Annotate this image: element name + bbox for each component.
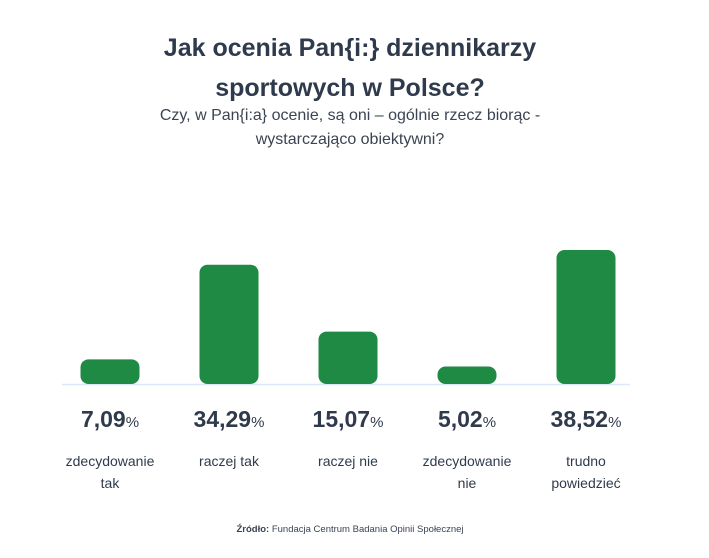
chart-title-line-1: Jak ocenia Pan{i:} dziennikarzy xyxy=(163,34,537,62)
value-label: 38,52% xyxy=(531,406,641,433)
value-unit: % xyxy=(370,414,384,431)
value-unit: % xyxy=(251,414,265,431)
source-label: Źródło: xyxy=(236,524,270,535)
category-label-line: zdecydowanie xyxy=(422,453,512,469)
value-number: 7,09 xyxy=(80,406,126,432)
value-number: 34,29 xyxy=(193,406,252,432)
value-label: 15,07% xyxy=(293,406,403,433)
value-unit: % xyxy=(125,414,140,431)
category-label-line: tak xyxy=(100,475,120,491)
category-label: trudno powiedzieć xyxy=(531,450,641,494)
bar xyxy=(199,264,259,384)
category-label-line: raczej tak xyxy=(199,453,259,469)
value-unit: % xyxy=(608,414,622,431)
category-label-line: zdecydowanie xyxy=(65,453,155,469)
category-label: raczej tak xyxy=(174,450,284,472)
chart-title-line-2: sportowych w Polsce? xyxy=(215,74,485,102)
value-label: 34,29% xyxy=(174,406,284,433)
value-number: 15,07 xyxy=(312,406,371,432)
bar xyxy=(437,366,497,384)
chart-subtitle-line-1: Czy, w Pan{i:a} ocenie, są oni – ogólnie… xyxy=(159,107,541,124)
bar xyxy=(318,331,378,384)
source-note: Źródło: Fundacja Centrum Badania Opinii … xyxy=(0,524,700,535)
category-label-line: trudno xyxy=(566,453,606,469)
bar xyxy=(80,359,140,384)
value-unit: % xyxy=(482,414,497,431)
category-label: zdecydowanie nie xyxy=(412,450,522,494)
source-text: Fundacja Centrum Badania Opinii Społeczn… xyxy=(271,524,464,535)
value-label: 5,02% xyxy=(412,406,522,433)
category-label-line: nie xyxy=(457,475,477,491)
category-label: zdecydowanie tak xyxy=(55,450,165,494)
category-label: raczej nie xyxy=(293,450,403,472)
category-label-line: powiedzieć xyxy=(551,475,621,491)
chart-subtitle: Czy, w Pan{i:a} ocenie, są oni – ogólnie… xyxy=(0,104,700,152)
category-label-line: raczej nie xyxy=(318,453,378,469)
chart-subtitle-line-2: wystarczająco obiektywni? xyxy=(255,131,445,148)
value-label: 7,09% xyxy=(55,406,165,433)
chart-title: Jak ocenia Pan{i:} dziennikarzy sportowy… xyxy=(0,28,700,108)
value-number: 5,02 xyxy=(437,406,483,432)
value-number: 38,52 xyxy=(550,406,609,432)
bar xyxy=(556,250,616,384)
